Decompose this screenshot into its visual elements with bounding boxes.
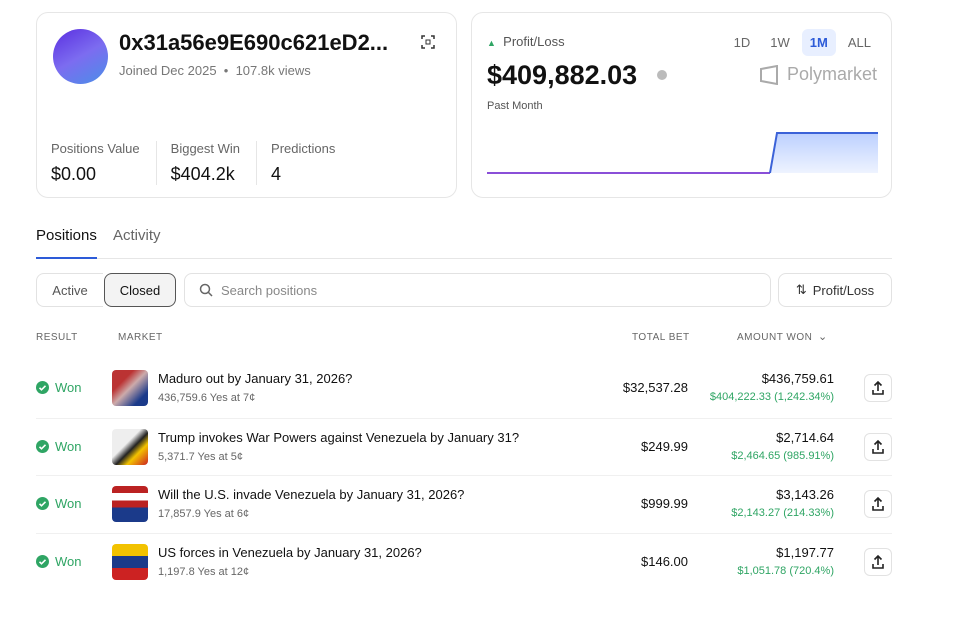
- qr-icon[interactable]: [421, 35, 435, 49]
- stat: Positions Value $0.00: [51, 141, 156, 185]
- total-bet: $32,537.28: [622, 380, 688, 395]
- pnl-card: ▲ Profit/Loss 1D 1W 1M ALL $409,882.03 Poly…: [471, 12, 892, 198]
- result: Won: [36, 496, 82, 511]
- total-bet: $146.00: [641, 553, 688, 569]
- range-button[interactable]: 1D: [733, 35, 751, 50]
- search-box[interactable]: Search positions: [184, 273, 771, 307]
- result: Won: [36, 439, 82, 454]
- won-icon: [36, 497, 49, 510]
- result-text: Won: [55, 553, 82, 569]
- market-detail: 1,197.8 Yes at 12¢: [158, 565, 250, 578]
- market-thumbnail: [112, 428, 148, 465]
- position-row[interactable]: Won Trump invokes War Powers against Vene…: [36, 417, 892, 475]
- market-title[interactable]: Maduro out by January 31, 2026?: [158, 371, 353, 386]
- share-button[interactable]: [864, 490, 892, 518]
- column-header[interactable]: AMOUNT WON: [737, 332, 813, 343]
- column-header: TOTAL BET: [632, 332, 690, 343]
- stat-value: 4: [271, 164, 282, 184]
- brand-logo: [759, 64, 778, 85]
- pnl-label: Profit/Loss: [503, 34, 565, 49]
- pnl-period: Past Month: [487, 100, 543, 112]
- market-detail: 5,371.7 Yes at 5¢: [158, 450, 244, 463]
- stat-label: Biggest Win: [170, 141, 241, 156]
- market-detail: 436,759.6 Yes at 7¢: [158, 392, 256, 404]
- gain: $1,051.78 (720.4%): [737, 564, 834, 577]
- share-button[interactable]: [864, 547, 892, 576]
- brand: Polymarket: [786, 64, 877, 84]
- result-text: Won: [55, 438, 82, 454]
- filter-button[interactable]: Active: [36, 273, 103, 307]
- tab[interactable]: Activity: [113, 227, 161, 244]
- pnl-amount: $409,882.03: [487, 60, 638, 90]
- won-icon: [36, 554, 49, 568]
- sort-button[interactable]: ⇅ Profit/Loss: [778, 273, 892, 307]
- amount-won: $436,759.61: [761, 371, 834, 386]
- joined: Joined Dec 2025: [119, 63, 217, 78]
- profile-card: 0x31a56e9E690c621eD2... Joined Dec 2025 …: [36, 12, 457, 198]
- won-icon: [36, 381, 49, 394]
- tab[interactable]: Positions: [36, 227, 97, 259]
- range-selector: 1D 1W 1M ALL: [722, 29, 879, 56]
- market-thumbnail: [112, 486, 148, 522]
- market-thumbnail: [112, 543, 148, 580]
- info-icon[interactable]: [657, 70, 667, 80]
- column-header: MARKET: [118, 332, 163, 343]
- result: Won: [36, 554, 82, 569]
- total-bet: $249.99: [641, 438, 688, 454]
- position-row[interactable]: Won US forces in Venezuela by January 31,…: [36, 532, 892, 590]
- stat: Biggest Win $404.2k: [155, 141, 256, 185]
- market-title[interactable]: US forces in Venezuela by January 31, 20…: [158, 544, 422, 560]
- sort-chevron: ⌄: [818, 331, 828, 343]
- avatar: [53, 29, 108, 84]
- stat: Predictions 4: [256, 141, 351, 185]
- gain: $404,222.33 (1,242.34%): [709, 391, 834, 403]
- stat-value: $0.00: [51, 164, 97, 184]
- won-icon: [36, 439, 49, 453]
- search-placeholder: Search positions: [221, 282, 318, 298]
- market-detail: 17,857.9 Yes at 6¢: [158, 508, 250, 520]
- range-button[interactable]: 1W: [770, 35, 790, 50]
- sparkline: [487, 132, 878, 174]
- market-thumbnail: [112, 370, 148, 406]
- gain: $2,464.65 (985.91%): [731, 449, 834, 462]
- range-button[interactable]: ALL: [847, 35, 871, 50]
- amount-won: $2,714.64: [776, 429, 834, 445]
- amount-won: $1,197.77: [776, 544, 834, 560]
- amount-won: $3,143.26: [776, 487, 834, 502]
- position-row[interactable]: Won Maduro out by January 31, 2026? 436,75…: [36, 360, 892, 417]
- gain: $2,143.27 (214.33%): [731, 507, 834, 519]
- result: Won: [36, 380, 82, 395]
- sort-label: Profit/Loss: [812, 282, 875, 298]
- range-button[interactable]: 1M: [801, 29, 836, 56]
- market-title[interactable]: Will the U.S. invade Venezuela by Januar…: [158, 487, 465, 502]
- views: 107.8k views: [235, 63, 311, 78]
- share-button[interactable]: [864, 374, 892, 402]
- stat-label: Predictions: [271, 141, 336, 156]
- address: 0x31a56e9E690c621eD2...: [119, 30, 389, 55]
- result-text: Won: [55, 380, 82, 395]
- total-bet: $999.99: [641, 496, 688, 511]
- column-header: RESULT: [36, 332, 78, 343]
- stat-label: Positions Value: [51, 141, 140, 156]
- stat-value: $404.2k: [170, 164, 235, 184]
- position-row[interactable]: Won Will the U.S. invade Venezuela by Jan…: [36, 475, 892, 532]
- tabs: Positions Activity: [36, 227, 892, 259]
- filter-button[interactable]: Closed: [104, 273, 176, 307]
- result-text: Won: [55, 496, 82, 511]
- market-title[interactable]: Trump invokes War Powers against Venezue…: [158, 429, 520, 445]
- share-button[interactable]: [864, 432, 892, 461]
- stats: Positions Value $0.00 Biggest Win $404.2k Pr…: [51, 141, 351, 185]
